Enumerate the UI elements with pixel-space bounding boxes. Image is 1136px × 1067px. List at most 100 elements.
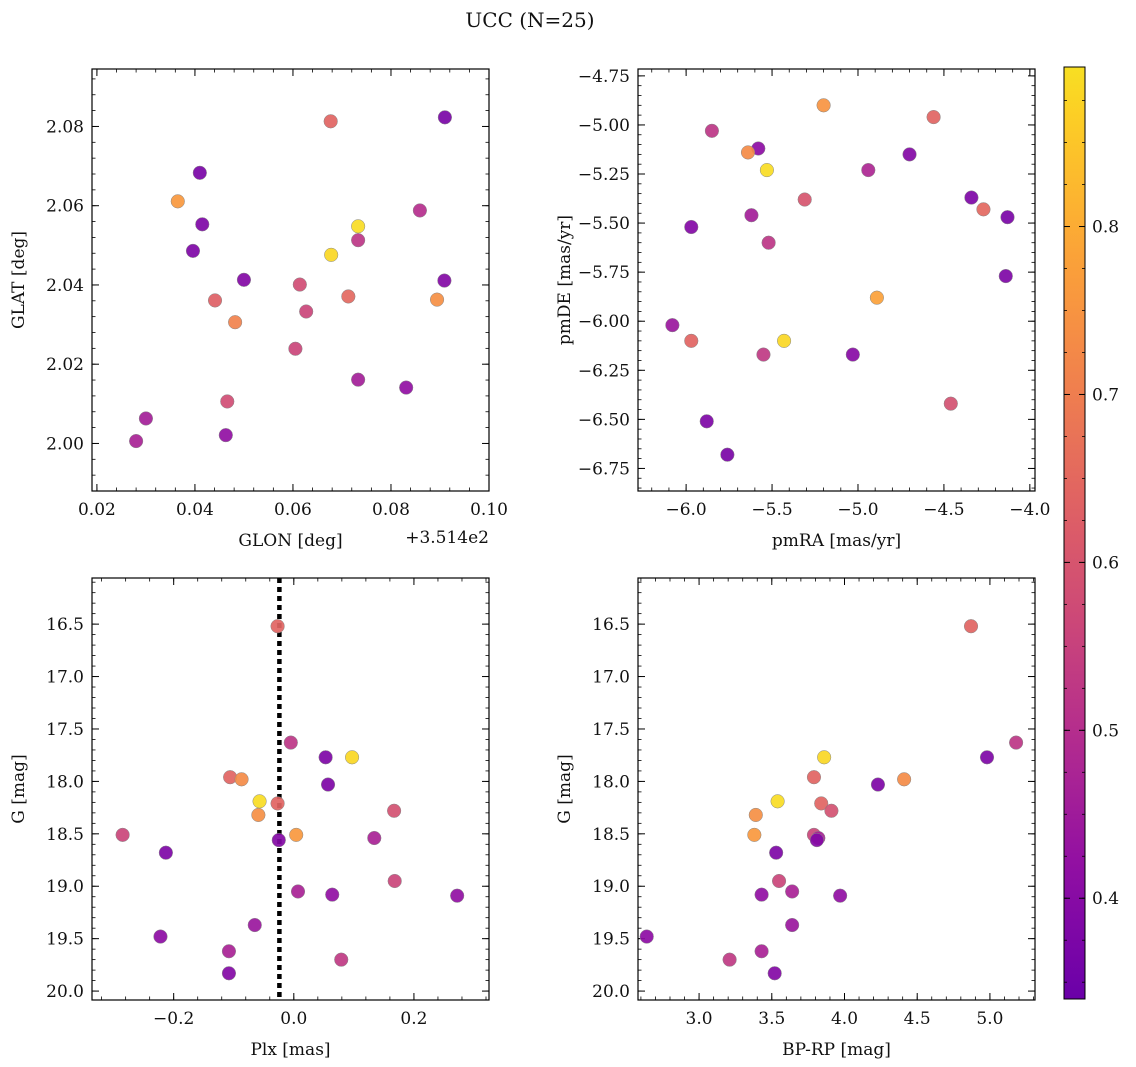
data-point bbox=[270, 796, 285, 811]
panel-glon-glat: 0.02 0.04 0.06 0.08 0.10 2.00 2.02 2.04 2.06 2.08… bbox=[9, 68, 508, 551]
data-point bbox=[748, 807, 763, 822]
data-point bbox=[153, 929, 168, 944]
data-point bbox=[639, 929, 654, 944]
y-tick-label: 19.0 bbox=[592, 877, 630, 897]
y-tick-label: −5.00 bbox=[578, 116, 630, 136]
data-point bbox=[341, 289, 356, 304]
data-point bbox=[429, 292, 445, 307]
data-point bbox=[323, 114, 338, 129]
y-tick-label: 20.0 bbox=[592, 982, 630, 1002]
data-point bbox=[290, 884, 306, 899]
axes-frame bbox=[91, 68, 490, 492]
data-point bbox=[964, 190, 979, 205]
x-tick-label: 0.04 bbox=[176, 500, 214, 520]
data-point bbox=[897, 772, 912, 787]
y-tick-label: 2.08 bbox=[46, 117, 84, 137]
data-point bbox=[761, 235, 776, 250]
panel-plx-g: −0.2 0.0 0.2 16.5 17.0 17.5 18.0 18.5 19.0 19.5 20… bbox=[9, 577, 490, 1060]
data-point bbox=[902, 147, 917, 162]
data-point bbox=[665, 318, 680, 333]
colorbar: 0.4 0.5 0.6 0.7 0.8 bbox=[1063, 66, 1119, 1000]
x-tick-label: 3.0 bbox=[686, 1009, 713, 1029]
data-point bbox=[115, 827, 130, 842]
data-point bbox=[334, 952, 349, 967]
data-point bbox=[772, 873, 787, 889]
data-point bbox=[770, 794, 785, 809]
data-point bbox=[234, 772, 249, 787]
data-point bbox=[221, 944, 236, 959]
data-point bbox=[759, 163, 774, 178]
data-point bbox=[221, 966, 236, 981]
data-point bbox=[387, 803, 402, 818]
y-tick-label: −6.25 bbox=[578, 361, 630, 381]
data-point bbox=[699, 414, 714, 429]
data-point bbox=[740, 145, 756, 160]
data-point bbox=[195, 217, 210, 232]
x-tick-label: −5.0 bbox=[837, 500, 878, 520]
y-tick-label: 19.5 bbox=[592, 930, 630, 950]
data-point bbox=[979, 750, 995, 765]
y-tick-label: 18.5 bbox=[592, 825, 630, 845]
data-point bbox=[236, 272, 251, 287]
colorbar-tick-label: 0.5 bbox=[1092, 721, 1119, 741]
data-point bbox=[747, 827, 762, 842]
data-point bbox=[412, 203, 427, 218]
x-tick-label: 0.10 bbox=[470, 500, 508, 520]
y-tick-label: 16.5 bbox=[592, 615, 630, 635]
data-point bbox=[220, 394, 235, 409]
y-tick-label: −6.00 bbox=[578, 312, 630, 332]
data-point bbox=[817, 750, 832, 765]
data-point bbox=[351, 372, 366, 387]
data-point bbox=[318, 750, 333, 765]
y-tick-label: −6.50 bbox=[578, 410, 630, 430]
x-tick-label: 0.02 bbox=[78, 500, 116, 520]
data-point bbox=[247, 917, 262, 933]
colorbar-tick-label: 0.8 bbox=[1092, 218, 1119, 238]
data-point bbox=[185, 243, 201, 258]
x-tick-label: −0.2 bbox=[153, 1009, 194, 1029]
data-point bbox=[704, 123, 719, 138]
x-axis-label: Plx [mas] bbox=[250, 1040, 330, 1060]
data-point bbox=[129, 434, 144, 449]
data-point bbox=[720, 447, 735, 462]
data-point bbox=[797, 192, 812, 207]
data-point bbox=[437, 273, 452, 288]
data-point bbox=[251, 807, 266, 822]
data-point bbox=[833, 888, 848, 903]
colorbar-tick-label: 0.4 bbox=[1092, 889, 1119, 909]
data-point bbox=[325, 887, 340, 902]
data-point bbox=[845, 347, 860, 362]
x-tick-label: −4.5 bbox=[923, 500, 964, 520]
data-point bbox=[192, 165, 207, 180]
x-axis-label: pmRA [mas/yr] bbox=[772, 531, 901, 551]
data-point bbox=[288, 341, 303, 356]
y-tick-label: 2.00 bbox=[46, 434, 84, 454]
data-point bbox=[806, 770, 822, 785]
x-axis-label: GLON [deg] bbox=[238, 531, 342, 551]
y-tick-label: 17.0 bbox=[46, 668, 84, 688]
data-point bbox=[870, 777, 885, 792]
data-point bbox=[283, 735, 298, 750]
x-tick-label: −4.0 bbox=[1009, 500, 1050, 520]
data-point bbox=[684, 333, 699, 348]
data-point bbox=[450, 888, 465, 903]
data-point bbox=[816, 98, 831, 113]
data-point bbox=[158, 845, 173, 860]
y-tick-label: 18.0 bbox=[592, 772, 630, 792]
data-point bbox=[756, 347, 771, 362]
data-point bbox=[399, 380, 414, 395]
data-point bbox=[744, 208, 759, 223]
y-tick-label: −5.75 bbox=[578, 263, 630, 283]
y-tick-label: 2.02 bbox=[46, 355, 84, 375]
data-point bbox=[387, 873, 402, 889]
data-point bbox=[1000, 210, 1015, 225]
y-tick-label: −5.25 bbox=[578, 165, 630, 185]
axes-frame bbox=[637, 68, 1036, 492]
data-point bbox=[861, 163, 876, 178]
x-tick-label: −5.5 bbox=[751, 500, 792, 520]
y-tick-label: 2.06 bbox=[46, 197, 84, 217]
colorbar-tick-label: 0.7 bbox=[1092, 385, 1119, 405]
y-tick-label: 19.5 bbox=[46, 930, 84, 950]
data-point bbox=[754, 887, 769, 902]
data-point bbox=[754, 944, 769, 959]
